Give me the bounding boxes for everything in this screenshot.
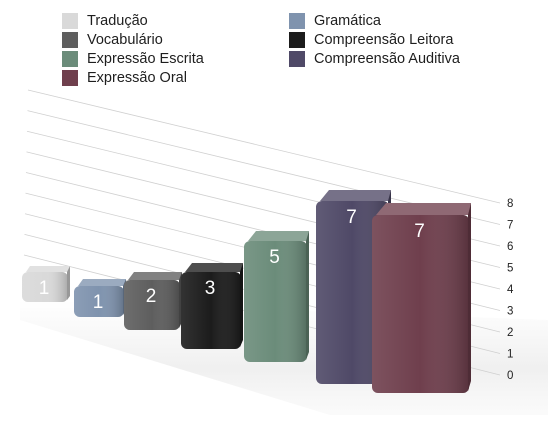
chart-bars xyxy=(22,190,471,393)
grid-line xyxy=(27,89,501,204)
legend-swatch xyxy=(62,51,78,67)
data-label: 7 xyxy=(414,221,425,242)
y-tick-label: 1 xyxy=(507,349,513,361)
y-tick-label: 8 xyxy=(507,198,513,210)
legend-swatch xyxy=(289,32,305,48)
bar-shading xyxy=(22,272,68,302)
y-axis-ticks: 0 1 2 3 4 5 6 7 8 xyxy=(507,198,514,382)
y-tick-label: 5 xyxy=(507,263,513,275)
bar xyxy=(372,203,471,393)
legend-label: Vocabulário xyxy=(87,32,163,48)
legend-swatch xyxy=(289,13,305,29)
legend-item-gramatica: Gramática xyxy=(289,12,502,30)
legend-label: Tradução xyxy=(87,13,148,29)
y-tick-label: 3 xyxy=(507,306,513,318)
legend-item-vocabulario: Vocabulário xyxy=(62,31,289,49)
legend-item-expressao-oral: Expressão Oral xyxy=(62,69,289,87)
legend-label: Expressão Oral xyxy=(87,70,187,86)
y-tick-label: 0 xyxy=(507,370,513,382)
y-tick-label: 7 xyxy=(507,220,513,232)
bar-top xyxy=(376,203,471,215)
legend-swatch xyxy=(62,32,78,48)
legend-item-compreensao-leitora: Compreensão Leitora xyxy=(289,31,502,49)
bar-top xyxy=(185,263,243,272)
bar xyxy=(22,266,70,302)
bar xyxy=(316,190,391,384)
legend-label: Compreensão Auditiva xyxy=(314,51,460,67)
y-tick-label: 2 xyxy=(507,327,513,339)
data-label: 1 xyxy=(39,278,50,299)
data-label: 7 xyxy=(346,207,357,228)
data-labels: 1 1 2 3 5 7 7 xyxy=(39,207,425,313)
bar-top xyxy=(78,279,126,286)
legend-swatch xyxy=(62,70,78,86)
bar-side xyxy=(468,203,471,391)
legend-label: Gramática xyxy=(314,13,381,29)
legend-swatch xyxy=(289,51,305,67)
legend-label: Compreensão Leitora xyxy=(314,32,454,48)
bar-shading xyxy=(181,272,241,349)
chart-legend: Tradução Gramática Vocabulário Compreens… xyxy=(62,12,502,87)
data-label: 1 xyxy=(93,292,104,313)
bar-shading xyxy=(372,215,469,393)
bar-top xyxy=(320,190,391,201)
bar-shading xyxy=(74,286,124,317)
legend-item-compreensao-auditiva: Compreensão Auditiva xyxy=(289,50,502,68)
bar-shading xyxy=(124,280,180,330)
data-label: 5 xyxy=(269,247,280,268)
bar-shading xyxy=(244,241,307,362)
bar-side xyxy=(67,266,70,300)
bar-top xyxy=(26,266,70,272)
y-tick-label: 6 xyxy=(507,241,513,253)
data-label: 3 xyxy=(205,278,216,299)
bar xyxy=(124,272,182,330)
y-tick-label: 4 xyxy=(507,284,514,296)
bar-shading xyxy=(316,201,389,384)
legend-item-traducao: Tradução xyxy=(62,12,289,30)
bar xyxy=(244,231,309,362)
legend-label: Expressão Escrita xyxy=(87,51,204,67)
bar-top xyxy=(128,272,182,280)
bar xyxy=(181,263,243,349)
legend-item-expressao-escrita: Expressão Escrita xyxy=(62,50,289,68)
data-label: 2 xyxy=(146,286,157,307)
bar-side xyxy=(306,231,309,360)
bar-top xyxy=(248,231,309,241)
legend-swatch xyxy=(62,13,78,29)
bar-side xyxy=(240,263,243,347)
